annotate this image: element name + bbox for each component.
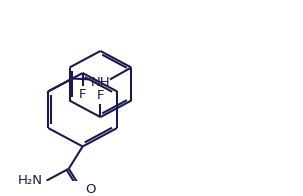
Text: H₂N: H₂N [18, 174, 42, 187]
Text: O: O [86, 183, 96, 196]
Text: NH: NH [90, 76, 110, 89]
Text: F: F [79, 88, 86, 101]
Text: F: F [97, 89, 104, 102]
